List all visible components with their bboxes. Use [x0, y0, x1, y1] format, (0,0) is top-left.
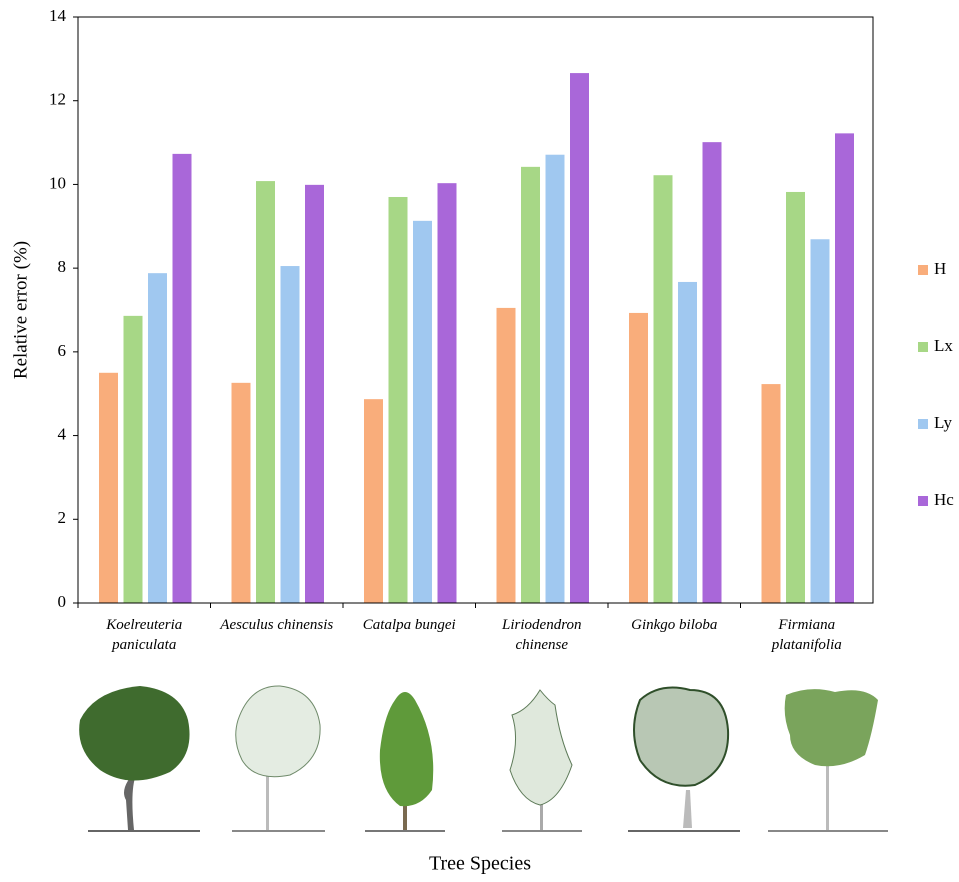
- bar: [629, 313, 648, 603]
- legend-label: Hc: [934, 490, 954, 509]
- y-tick-label: 8: [58, 257, 67, 276]
- y-tick-label: 6: [58, 341, 67, 360]
- bar: [835, 133, 854, 603]
- y-tick-label: 2: [58, 508, 67, 527]
- page: Relative error (%) Tree Species: [0, 0, 959, 882]
- x-tick-label: Koelreuteria paniculata: [82, 615, 206, 655]
- bar: [762, 384, 781, 603]
- tree-image: [628, 688, 740, 831]
- bar: [413, 221, 432, 603]
- y-tick-label: 0: [58, 592, 67, 611]
- bar: [438, 183, 457, 603]
- bar: [148, 273, 167, 603]
- bar: [678, 282, 697, 603]
- bar: [281, 266, 300, 603]
- plot-frame: [78, 17, 873, 603]
- y-tick-label: 14: [49, 6, 67, 25]
- tree-image: [768, 689, 888, 831]
- legend-swatch: [918, 342, 928, 352]
- y-tick-label: 12: [49, 90, 66, 109]
- bar: [256, 181, 275, 603]
- legend-label: Lx: [934, 336, 953, 355]
- tree-image: [232, 686, 325, 831]
- legend-label: H: [934, 259, 946, 278]
- x-tick-label: Ginkgo biloba: [612, 615, 736, 635]
- legend-swatch: [918, 265, 928, 275]
- x-tick-label: Firmiana platanifolia: [745, 615, 869, 655]
- bar: [389, 197, 408, 603]
- bar: [232, 383, 251, 603]
- chart: Relative error (%) Tree Species: [0, 0, 959, 882]
- tree-image: [502, 690, 582, 831]
- x-tick-label: Catalpa bungei: [347, 615, 471, 635]
- bar: [703, 142, 722, 603]
- bar: [570, 73, 589, 603]
- bar: [99, 373, 118, 603]
- y-axis-label: Relative error (%): [10, 241, 31, 379]
- bar: [497, 308, 516, 603]
- y-tick-label: 4: [58, 424, 67, 443]
- x-tick-label: Aesculus chinensis: [215, 615, 339, 635]
- tree-image: [79, 686, 200, 831]
- legend-label: Ly: [934, 413, 952, 432]
- legend-swatch: [918, 496, 928, 506]
- bar: [173, 154, 192, 603]
- bar: [654, 175, 673, 603]
- bar: [811, 239, 830, 603]
- bar: [364, 399, 383, 603]
- x-axis-label: Tree Species: [429, 853, 531, 875]
- tree-image: [365, 692, 445, 831]
- legend-swatch: [918, 419, 928, 429]
- bar: [521, 167, 540, 603]
- bar: [546, 155, 565, 603]
- bar: [124, 316, 143, 603]
- tree-images: [79, 686, 888, 831]
- y-tick-label: 10: [49, 173, 66, 192]
- bar: [305, 185, 324, 603]
- bar: [786, 192, 805, 603]
- x-tick-label: Liriodendron chinense: [480, 615, 604, 655]
